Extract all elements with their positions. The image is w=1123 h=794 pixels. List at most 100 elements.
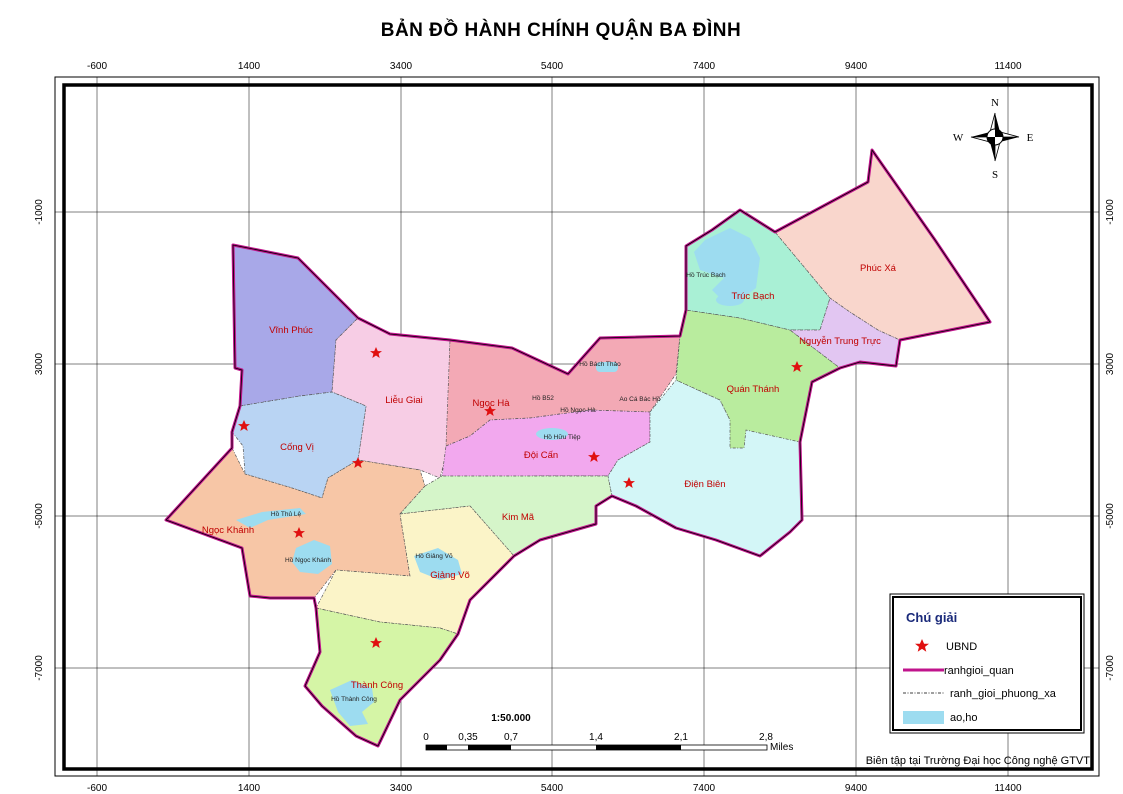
ward-label-phuc-xa: Phúc Xá [860, 263, 897, 274]
ward-label-nguyen-trung-truc: Nguyễn Trung Trực [799, 336, 881, 347]
legend-ubnd-star-icon [915, 639, 929, 652]
ubnd-star-icon[interactable] [588, 451, 600, 462]
x-tick-label: -600 [87, 61, 107, 72]
ward-quan-thanh[interactable] [675, 309, 841, 449]
ward-cong-vi[interactable] [231, 391, 367, 499]
legend-item-district: ranhgioi_quan [944, 665, 1014, 677]
ward-label-cong-vi: Cống Vị [280, 442, 314, 453]
x-tick-label: 7400 [693, 783, 716, 794]
x-tick-label: 3400 [390, 783, 413, 794]
lake-labels: Hồ Trúc Bạch Hồ Bách Thảo Hồ B52 Hồ Ngọc… [271, 270, 726, 703]
ward-label-ngoc-khanh: Ngọc Khánh [202, 525, 254, 536]
x-tick-label: 9400 [845, 783, 868, 794]
scale-label: 0,35 [458, 732, 478, 743]
y-tick-label: -7000 [34, 655, 45, 681]
scale-unit: Miles [770, 742, 793, 753]
compass-s: S [992, 169, 998, 181]
y-tick-labels-left: -1000 3000 -5000 -7000 [34, 199, 45, 681]
lake-thu-le [236, 508, 306, 528]
lake-label: Hồ Hữu Tiệp [544, 432, 581, 441]
x-tick-label: 5400 [541, 783, 564, 794]
ward-label-doi-can: Đội Cấn [524, 450, 558, 461]
x-tick-labels-bottom: -600 1400 3400 5400 7400 9400 11400 [87, 783, 1022, 794]
lake-thanh-cong [330, 680, 374, 726]
scale-bar: 1:50.000 0 0,35 0,7 1,4 2,1 2,8 Miles [423, 713, 793, 753]
x-tick-label: 1400 [238, 61, 261, 72]
compass-e: E [1027, 132, 1034, 144]
y-tick-label: 3000 [1105, 352, 1116, 375]
lake-label: Hồ Thành Công [331, 694, 377, 703]
credit-text: Biên tập tại Trường Đại học Công nghệ GT… [866, 755, 1091, 767]
ubnd-star-icon[interactable] [791, 361, 803, 372]
ward-label-giang-vo: Giảng Võ [430, 570, 470, 581]
ward-label-truc-bach: Trúc Bạch [732, 291, 775, 302]
lake-label: Hồ Thủ Lệ [271, 509, 302, 518]
x-tick-label: 3400 [390, 61, 413, 72]
lake-huu-tiep [536, 428, 568, 440]
y-tick-label: -5000 [34, 503, 45, 529]
ubnd-markers [238, 347, 803, 648]
y-tick-label: -7000 [1105, 655, 1116, 681]
ward-labels: Vĩnh Phúc Liễu Giai Ngọc Hà Cống Vị Đội … [202, 263, 897, 691]
lake-label: Hồ Trúc Bạch [686, 270, 726, 279]
ward-label-quan-thanh: Quán Thánh [727, 384, 780, 395]
x-tick-label: 11400 [994, 783, 1022, 794]
ward-label-ngoc-ha: Ngọc Hà [473, 398, 511, 409]
ward-vinh-phuc[interactable] [232, 244, 359, 407]
compass-rose-icon: N S E W [953, 97, 1034, 181]
lakes-layer [236, 228, 760, 726]
ubnd-star-icon[interactable] [238, 420, 250, 431]
lake-ngoc-khanh [292, 540, 332, 574]
ubnd-star-icon[interactable] [484, 405, 496, 416]
legend-item-lake: ao,ho [950, 712, 978, 724]
ward-label-thanh-cong: Thành Công [351, 680, 403, 691]
y-tick-labels-right: -1000 3000 -5000 -7000 [1105, 199, 1116, 681]
y-tick-label: -1000 [1105, 199, 1116, 225]
x-tick-label: 7400 [693, 61, 716, 72]
x-tick-labels-top: -600 1400 3400 5400 7400 9400 11400 [87, 61, 1022, 72]
district-boundary-inner [165, 149, 991, 747]
scale-label: 0,7 [504, 732, 518, 743]
ward-label-lieu-giai: Liễu Giai [385, 395, 423, 406]
lake-bach-thao [596, 362, 618, 372]
lake-truc-bach-2 [716, 294, 744, 306]
scale-ratio: 1:50.000 [491, 713, 531, 724]
legend-lake-swatch-icon [903, 711, 944, 724]
ubnd-star-icon[interactable] [623, 477, 635, 488]
x-tick-label: -600 [87, 783, 107, 794]
y-tick-label: -1000 [34, 199, 45, 225]
legend-item-ward: ranh_gioi_phuong_xa [950, 688, 1057, 700]
compass-n: N [991, 97, 999, 109]
lake-giang-vo [414, 548, 462, 580]
lake-label: Hồ Ngọc Hà [560, 405, 596, 414]
y-tick-label: 3000 [34, 352, 45, 375]
y-tick-label: -5000 [1105, 503, 1116, 529]
legend-title: Chú giải [906, 610, 957, 625]
ubnd-star-icon[interactable] [352, 457, 364, 468]
x-tick-label: 9400 [845, 61, 868, 72]
map-title: BẢN ĐỒ HÀNH CHÍNH QUẬN BA ĐÌNH [381, 19, 742, 41]
lake-label: Hồ Bách Thảo [579, 359, 621, 368]
scale-label: 2,1 [674, 732, 688, 743]
lake-label: Hồ B52 [532, 393, 554, 402]
legend-box: Chú giải UBND ranhgioi_quan ranh_gioi_ph… [889, 593, 1085, 734]
x-tick-label: 11400 [994, 61, 1022, 72]
lake-label: Hồ Giảng Võ [415, 551, 453, 560]
legend-item-ubnd: UBND [946, 641, 977, 653]
ubnd-star-icon[interactable] [293, 527, 305, 538]
ward-label-dien-bien: Điện Biên [684, 479, 725, 490]
x-tick-label: 1400 [238, 783, 261, 794]
scale-label: 1,4 [589, 732, 603, 743]
ubnd-star-icon[interactable] [370, 347, 382, 358]
compass-w: W [953, 132, 964, 144]
lake-label: Hồ Ngọc Khánh [285, 555, 331, 564]
ubnd-star-icon[interactable] [370, 637, 382, 648]
scale-label: 2,8 [759, 732, 773, 743]
ward-label-vinh-phuc: Vĩnh Phúc [269, 325, 313, 336]
lake-truc-bach [694, 228, 760, 300]
scale-label: 0 [423, 732, 429, 743]
x-tick-label: 5400 [541, 61, 564, 72]
lake-label: Ao Cá Bác Hồ [619, 394, 661, 403]
ward-label-kim-ma: Kim Mã [502, 512, 535, 523]
